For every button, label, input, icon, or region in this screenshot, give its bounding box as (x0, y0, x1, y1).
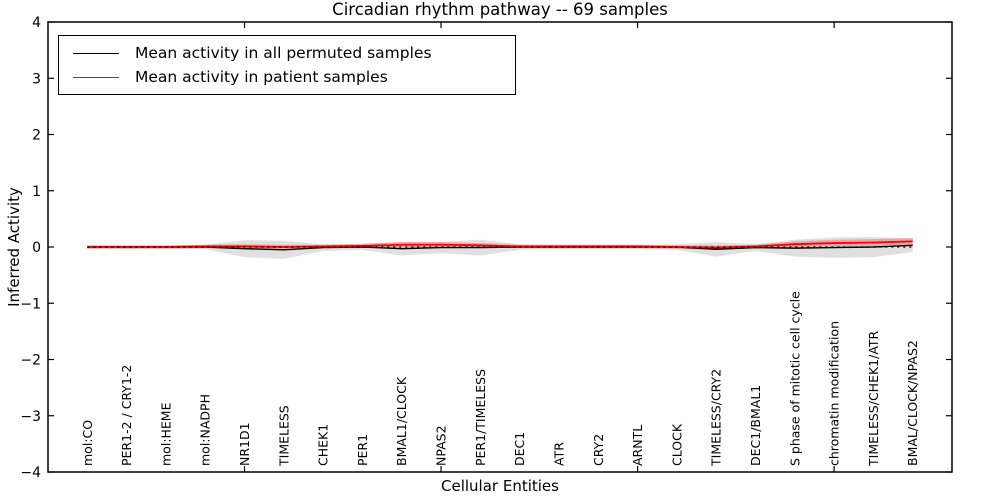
permuted-mean-line (87, 244, 913, 251)
x-category-label: PER1-2 / CRY1-2 (119, 365, 134, 466)
x-category-label: TIMELESS/CHEK1/ATR (866, 330, 881, 467)
x-category-label: DEC1/BMAL1 (748, 385, 763, 466)
x-category-label: CLOCK (669, 423, 684, 466)
y-axis-label: Inferred Activity (5, 187, 23, 307)
y-tick-label: 4 (32, 15, 41, 31)
x-category-label: PER1 (355, 434, 370, 466)
x-category-label: TIMELESS/CRY2 (709, 369, 724, 467)
legend: Mean activity in all permuted samples Me… (58, 35, 516, 95)
y-tick-label: 3 (32, 71, 41, 87)
x-category-label: ARNTL (630, 425, 645, 466)
x-category-label: NPAS2 (434, 425, 449, 466)
legend-label-patient: Mean activity in patient samples (135, 68, 388, 86)
x-category-label: S phase of mitotic cell cycle (787, 291, 802, 466)
y-tick-label: −2 (20, 353, 41, 369)
x-category-label: PER1/TIMELESS (473, 369, 488, 466)
y-tick-label: 0 (32, 240, 41, 256)
legend-item-permuted: Mean activity in all permuted samples (73, 44, 515, 62)
y-tick-label: −4 (20, 465, 41, 481)
y-tick-label: 2 (32, 128, 41, 144)
x-category-label: mol:NADPH (198, 394, 213, 466)
permuted-line-sample-icon (73, 52, 119, 54)
x-category-label: CHEK1 (316, 424, 331, 466)
y-tick-label: 1 (32, 184, 41, 200)
x-category-label: BMAL/CLOCK/NPAS2 (905, 340, 920, 466)
x-category-label: mol:HEME (158, 402, 173, 466)
patient-mean-line (87, 240, 913, 249)
x-category-label: BMAL1/CLOCK (394, 376, 409, 466)
x-category-label: TIMELESS (276, 405, 291, 467)
x-axis-label: Cellular Entities (441, 477, 559, 495)
x-category-label: chromatin modification (827, 321, 842, 466)
y-tick-label: −3 (20, 409, 41, 425)
chart-title: Circadian rhythm pathway -- 69 samples (332, 0, 668, 19)
y-tick-label: −1 (20, 296, 41, 312)
x-category-label: DEC1 (512, 432, 527, 466)
x-category-label: CRY2 (591, 434, 606, 466)
x-category-label: mol:CO (80, 420, 95, 466)
legend-item-patient: Mean activity in patient samples (73, 68, 515, 86)
x-category-label: NR1D1 (237, 422, 252, 466)
x-category-label: ATR (551, 442, 566, 466)
patient-line-sample-icon (73, 76, 119, 78)
legend-label-permuted: Mean activity in all permuted samples (135, 44, 432, 62)
